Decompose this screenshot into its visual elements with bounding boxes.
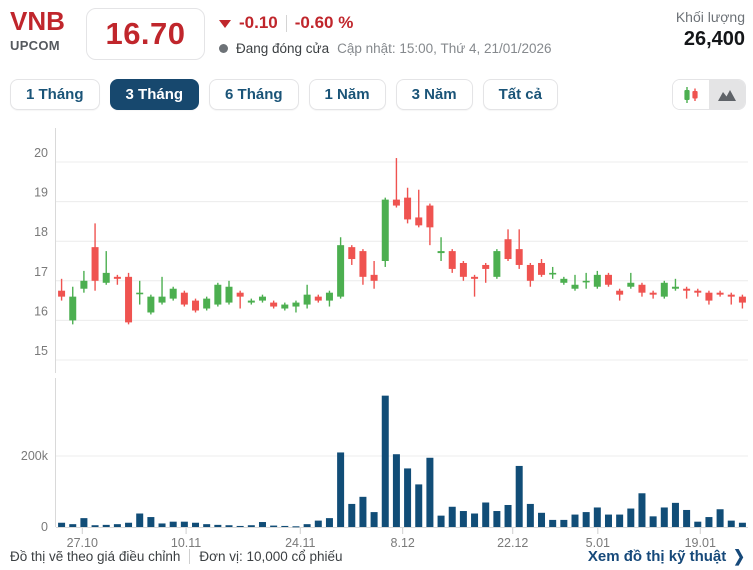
change-percent: -0.60 % — [294, 13, 354, 32]
current-price-box: 16.70 — [86, 8, 205, 60]
svg-text:0: 0 — [41, 520, 48, 534]
footer: Đồ thị vẽ theo giá điều chỉnh Đơn vị: 10… — [10, 546, 745, 566]
last-updated-text: Cập nhật: 15:00, Thứ 4, 21/01/2026 — [337, 41, 552, 56]
candlestick-icon — [684, 86, 698, 103]
market-status-dot-icon — [219, 44, 228, 53]
area-chart-button[interactable] — [709, 80, 745, 109]
tab-1-nam[interactable]: 1 Năm — [308, 79, 386, 110]
svg-text:19.01: 19.01 — [685, 536, 716, 550]
market-status-text: Đang đóng cửa — [236, 41, 330, 56]
tab-6-thang[interactable]: 6 Tháng — [209, 79, 299, 110]
ticker-block: VNB UPCOM — [10, 7, 65, 53]
svg-text:27.10: 27.10 — [67, 536, 98, 550]
svg-text:15: 15 — [34, 344, 48, 358]
svg-text:8.12: 8.12 — [391, 536, 415, 550]
range-tabs: 1 Tháng 3 Tháng 6 Tháng 1 Năm 3 Năm Tất … — [10, 79, 558, 110]
change-value: -0.10 — [239, 13, 278, 32]
svg-text:24.11: 24.11 — [285, 536, 315, 550]
tab-1-thang[interactable]: 1 Tháng — [10, 79, 100, 110]
tab-tat-ca[interactable]: Tất cả — [482, 79, 558, 110]
svg-text:17: 17 — [34, 265, 48, 279]
toolbar: 1 Tháng 3 Tháng 6 Tháng 1 Năm 3 Năm Tất … — [10, 79, 746, 110]
volume-bar-chart[interactable]: 200k 0 27.10 10.11 24.11 8.12 22.12 5.01 19.01 — [0, 378, 753, 554]
volume-block: Khối lượng 26,400 — [676, 9, 745, 51]
tab-3-nam[interactable]: 3 Năm — [395, 79, 473, 110]
svg-text:19: 19 — [34, 186, 48, 200]
change-divider — [285, 14, 287, 32]
footer-divider — [189, 549, 191, 564]
tab-3-thang[interactable]: 3 Tháng — [109, 79, 200, 110]
price-candlestick-chart[interactable]: 20 19 18 17 16 15 — [0, 120, 753, 375]
adjusted-price-note: Đồ thị vẽ theo giá điều chỉnh — [10, 549, 181, 564]
candlestick-chart-button[interactable] — [673, 80, 709, 109]
svg-text:22.12: 22.12 — [497, 536, 528, 550]
svg-text:10.11: 10.11 — [171, 536, 201, 550]
volume-label: Khối lượng — [675, 9, 745, 25]
exchange-label: UPCOM — [10, 38, 60, 53]
triangle-down-icon — [219, 20, 231, 28]
chevron-right-icon: ❯ — [733, 546, 745, 566]
svg-text:5.01: 5.01 — [586, 536, 610, 550]
change-block: -0.10 -0.60 % Đang đóng cửa Cập nhật: 15… — [219, 13, 552, 56]
mountain-area-icon — [718, 89, 736, 101]
ticker-symbol: VNB — [10, 6, 65, 36]
svg-text:20: 20 — [34, 146, 48, 160]
svg-text:18: 18 — [34, 225, 48, 239]
svg-text:200k: 200k — [21, 449, 49, 463]
technical-chart-link[interactable]: Xem đồ thị kỹ thuật ❯ — [587, 546, 745, 566]
svg-text:16: 16 — [34, 304, 48, 318]
technical-chart-link-label: Xem đồ thị kỹ thuật — [587, 548, 727, 565]
volume-value: 26,400 — [683, 28, 745, 50]
unit-note: Đơn vị: 10,000 cổ phiếu — [199, 549, 343, 564]
chart-type-toggle — [672, 79, 746, 110]
current-price: 16.70 — [105, 16, 186, 51]
